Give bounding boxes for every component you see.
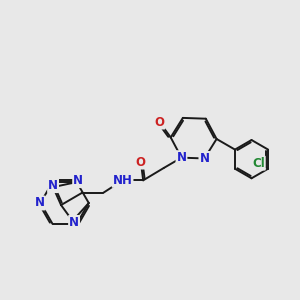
Text: N: N [35,196,45,209]
Text: N: N [69,216,79,229]
Text: N: N [48,179,58,192]
Text: N: N [200,152,209,165]
Text: O: O [136,156,146,169]
Text: O: O [154,116,164,129]
Text: N: N [176,151,187,164]
Text: NH: NH [112,174,133,187]
Text: N: N [73,174,83,187]
Text: Cl: Cl [252,157,265,169]
